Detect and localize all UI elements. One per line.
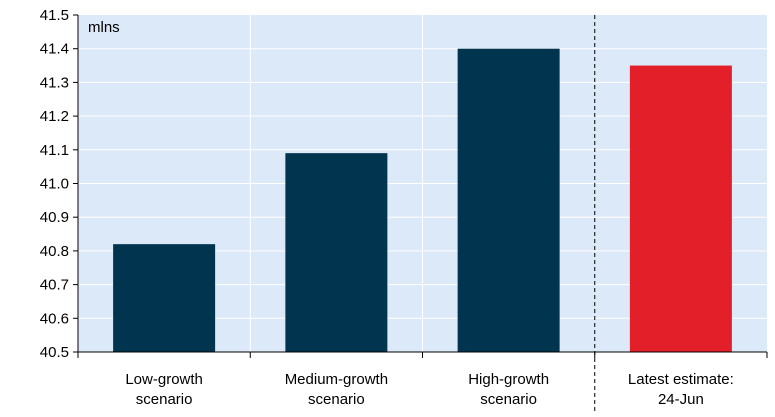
x-category-label: scenario (480, 391, 537, 408)
x-category-label: Low-growth (125, 371, 203, 388)
x-category-label: High-growth (468, 371, 549, 388)
unit-label: mlns (88, 19, 120, 36)
x-category-label: scenario (308, 391, 365, 408)
x-category-label: Latest estimate: (628, 371, 734, 388)
x-category-label: Medium-growth (285, 371, 388, 388)
y-tick-label: 40.8 (40, 243, 69, 260)
y-tick-label: 40.7 (40, 277, 69, 294)
y-tick-label: 40.6 (40, 310, 69, 327)
bar (629, 65, 732, 353)
bar (113, 244, 216, 352)
y-tick-label: 40.5 (40, 344, 69, 361)
bar (285, 153, 388, 352)
y-tick-label: 41.5 (40, 7, 69, 24)
y-tick-label: 40.9 (40, 209, 69, 226)
y-tick-label: 41.2 (40, 108, 69, 125)
x-axis-ticks: Low-growth scenario Medium-growth scenario H… (77, 352, 768, 408)
y-tick-label: 41.4 (40, 41, 69, 58)
y-tick-label: 41.1 (40, 142, 69, 159)
bar (457, 48, 560, 352)
x-category-label: 24-Jun (658, 391, 704, 408)
y-tick-label: 41.3 (40, 74, 69, 91)
y-tick-label: 41.0 (40, 176, 69, 193)
bars (113, 48, 732, 353)
x-category-label: scenario (136, 391, 193, 408)
y-axis-ticks: 40.5 40.6 40.7 40.8 40.9 41.0 41.1 41.2 41.3 41.4… (40, 7, 78, 361)
